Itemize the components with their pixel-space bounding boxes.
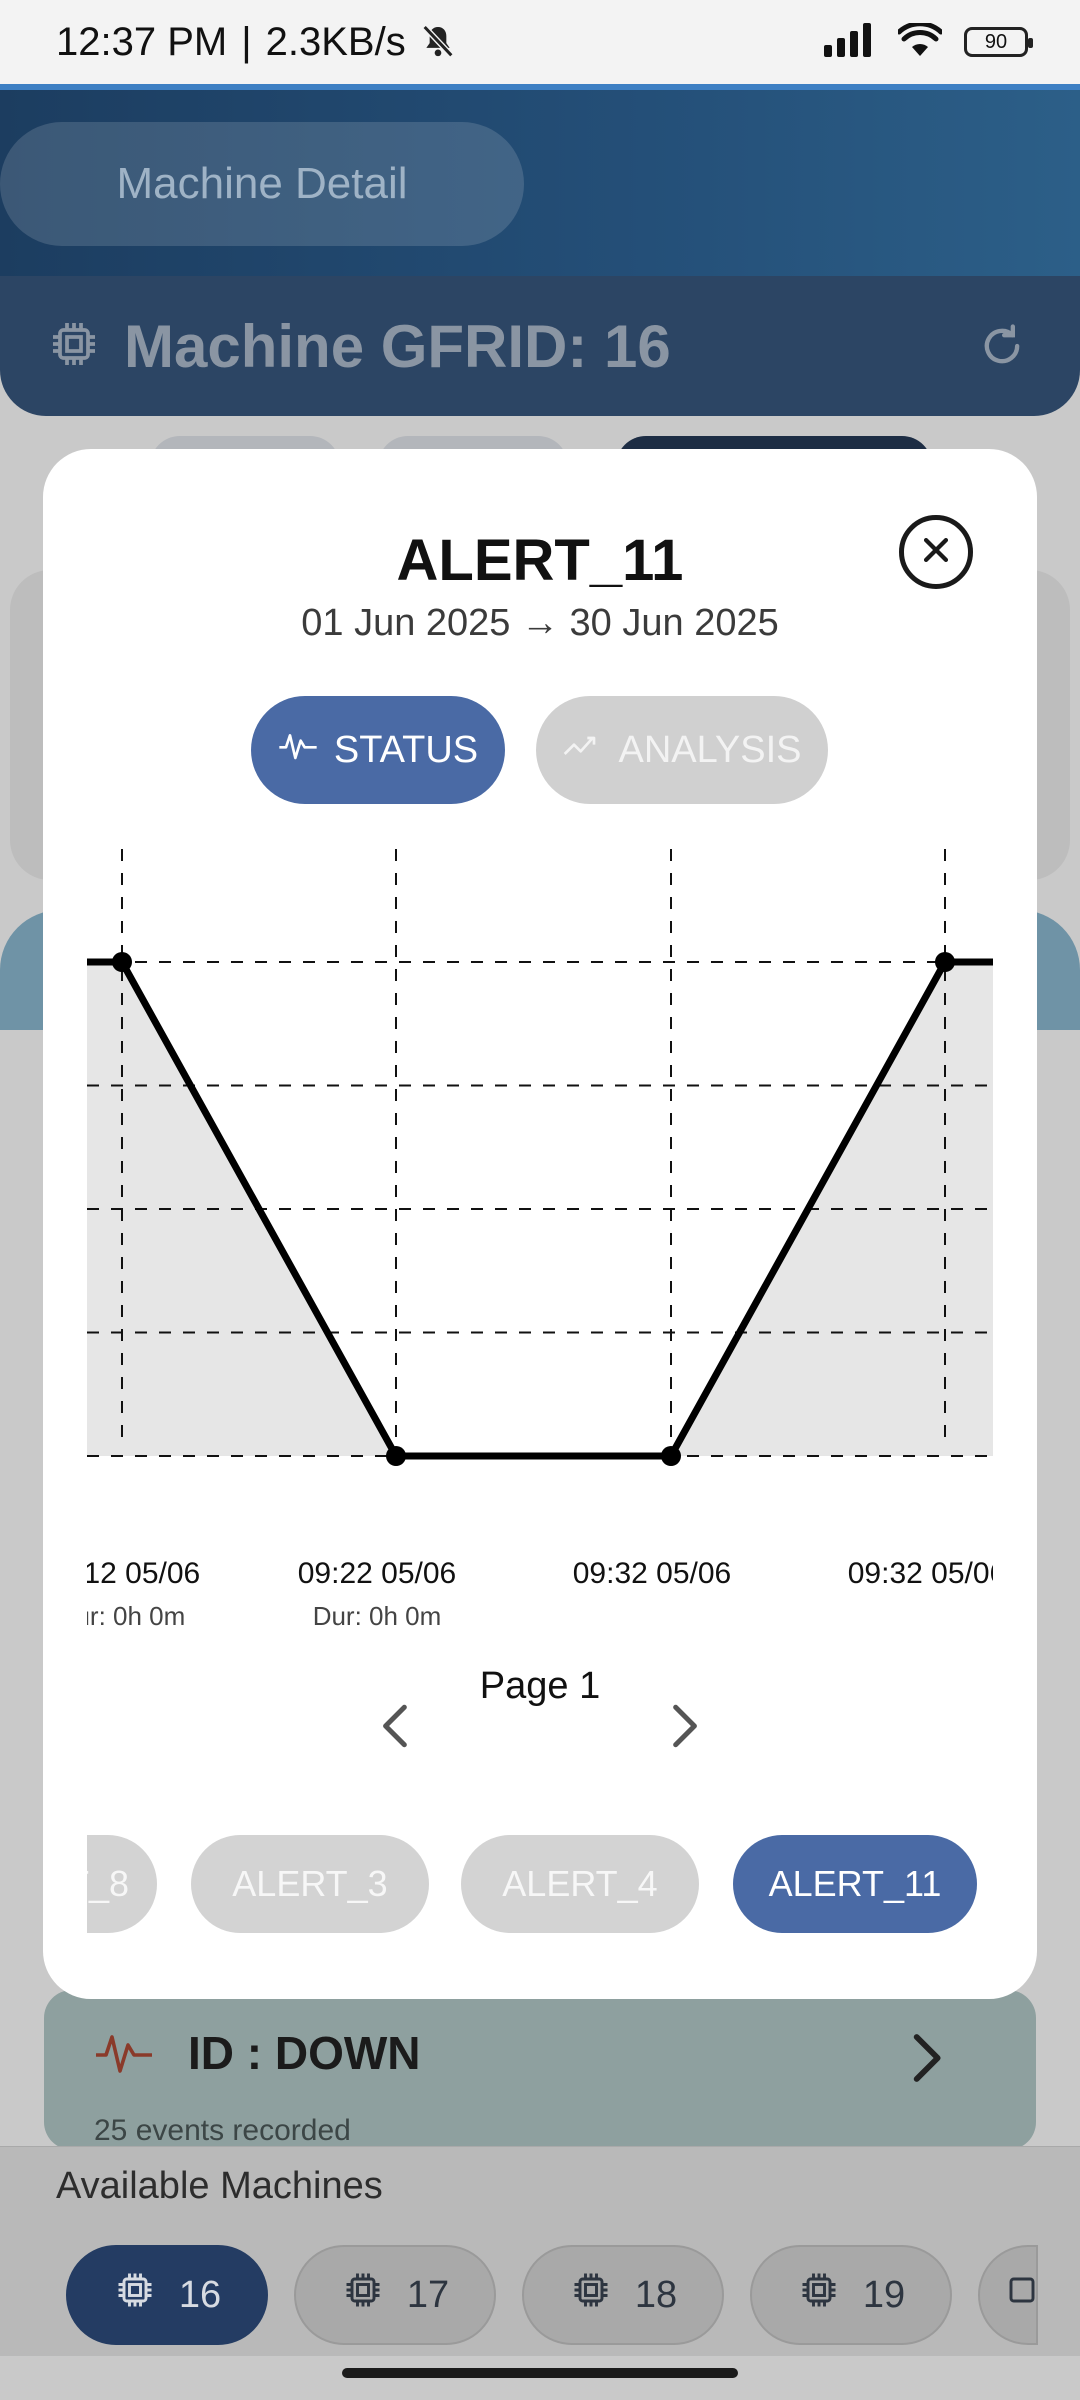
date-range: 01 Jun 2025 → 30 Jun 2025	[301, 602, 779, 644]
status-separator: |	[241, 19, 252, 64]
chip-icon	[797, 2268, 841, 2322]
close-icon	[919, 533, 953, 572]
status-left: 12:37 PM | 2.3KB/s	[56, 20, 458, 65]
x-label-duration: Dur: 0h 0m	[312, 1601, 442, 1631]
alert-card[interactable]: ID : DOWN 25 events recorded	[44, 1990, 1036, 2150]
bell-muted-icon	[418, 22, 458, 62]
machine-chip-label: 16	[178, 2273, 222, 2316]
data-point	[112, 952, 132, 972]
machine-chip-label: 18	[634, 2273, 678, 2316]
chip-icon	[569, 2268, 613, 2322]
machine-chip-partial[interactable]	[978, 2245, 1038, 2345]
x-axis-labels: 09:12 05/06 Dur: 0h 0m 09:22 05/06 Dur: …	[87, 1557, 993, 1647]
chip-icon	[113, 2268, 157, 2322]
modal-title: ALERT_11	[396, 528, 684, 593]
status-toggle[interactable]: STATUS	[251, 696, 505, 804]
alert-chip-11[interactable]: ALERT_11	[733, 1835, 977, 1933]
chip-icon	[1000, 2268, 1044, 2322]
machine-card: Machine GFRID: 16	[0, 276, 1080, 416]
wifi-icon	[896, 20, 944, 62]
analysis-toggle-label: ANALYSIS	[618, 728, 802, 771]
x-label: 09:32 05/06	[807, 1557, 993, 1601]
network-speed: 2.3KB/s	[265, 19, 406, 64]
alert-chip-label: ALERT_11	[768, 1863, 942, 1904]
refresh-icon[interactable]	[976, 320, 1028, 377]
machine-chip-label: 17	[406, 2273, 450, 2316]
machine-chip-18[interactable]: 18	[522, 2245, 724, 2345]
status-bar: 12:37 PM | 2.3KB/s 90	[0, 0, 1080, 84]
trend-icon	[562, 729, 602, 772]
alert-card-title: ID : DOWN	[188, 2027, 421, 2079]
page-indicator: Page 1	[479, 1665, 601, 1707]
status-chart	[87, 849, 993, 1499]
signal-icon	[824, 22, 876, 62]
chevron-right-icon	[906, 2030, 946, 2091]
alert-chip-list: ALERT_8 ALERT_3 ALERT_4 ALERT_11	[87, 1835, 993, 1935]
status-right: 90	[824, 20, 1033, 62]
alert-chip-8[interactable]: ALERT_8	[87, 1835, 157, 1933]
x-label: 09:12 05/06 Dur: 0h 0m	[87, 1557, 241, 1632]
data-point	[661, 1446, 681, 1466]
x-label-time: 09:32 05/06	[572, 1557, 732, 1590]
close-button[interactable]	[899, 515, 973, 589]
machine-chip-list: 16 17 18 19	[66, 2245, 1038, 2345]
alert-chip-label: ALERT_4	[502, 1863, 658, 1904]
machine-chip-16[interactable]: 16	[66, 2245, 268, 2345]
x-label-time: 09:12 05/06	[87, 1557, 201, 1590]
home-indicator	[342, 2368, 738, 2378]
chip-icon	[46, 316, 102, 377]
alert-chip-label: ALERT_3	[232, 1863, 388, 1904]
alert-chip-label: ALERT_8	[87, 1863, 129, 1904]
machine-chip-label: 19	[862, 2273, 906, 2316]
chip-icon	[341, 2268, 385, 2322]
alert-chip-3[interactable]: ALERT_3	[191, 1835, 429, 1933]
alert-chip-4[interactable]: ALERT_4	[461, 1835, 699, 1933]
status-chart-svg	[87, 849, 993, 1466]
available-machines-title: Available Machines	[56, 2165, 383, 2207]
status-toggle-label: STATUS	[333, 728, 479, 771]
x-label: 09:22 05/06 Dur: 0h 0m	[257, 1557, 497, 1632]
pulse-icon	[94, 2028, 154, 2083]
x-label-duration: Dur: 0h 0m	[87, 1601, 186, 1631]
available-machines-panel: Available Machines 16 17 18 19	[0, 2146, 1080, 2356]
battery-icon: 90	[964, 27, 1033, 57]
alert-modal: ALERT_11 01 Jun 2025 → 30 Jun 2025 STATU…	[43, 449, 1037, 1999]
machine-chip-19[interactable]: 19	[750, 2245, 952, 2345]
app-header: Machine Detail	[0, 84, 1080, 280]
pulse-icon	[278, 729, 318, 772]
data-point	[935, 952, 955, 972]
data-point	[386, 1446, 406, 1466]
chevron-right-icon[interactable]	[667, 1701, 701, 1756]
alert-card-subtitle: 25 events recorded	[94, 2114, 351, 2147]
analysis-toggle[interactable]: ANALYSIS	[536, 696, 828, 804]
status-time: 12:37 PM	[56, 19, 228, 64]
machine-chip-17[interactable]: 17	[294, 2245, 496, 2345]
x-label: 09:32 05/06	[532, 1557, 772, 1601]
x-label-time: 09:22 05/06	[297, 1557, 457, 1590]
machine-title: Machine GFRID: 16	[124, 312, 671, 380]
machine-detail-button[interactable]: Machine Detail	[0, 122, 524, 246]
x-label-time: 09:32 05/06	[847, 1557, 993, 1590]
chevron-left-icon[interactable]	[379, 1701, 413, 1756]
